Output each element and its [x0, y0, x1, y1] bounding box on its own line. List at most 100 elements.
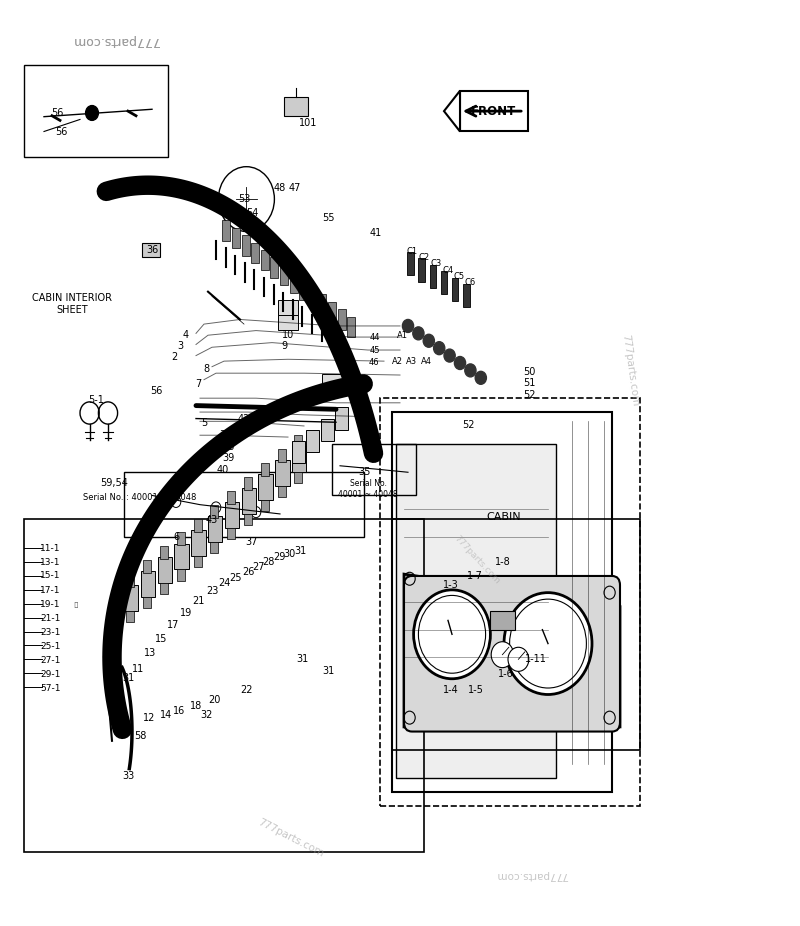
Text: 41: 41 — [370, 229, 382, 238]
Text: 57-1: 57-1 — [40, 683, 61, 693]
Text: 37: 37 — [219, 431, 232, 440]
Bar — [396, 444, 556, 778]
Text: 4: 4 — [182, 331, 189, 340]
Bar — [24, 519, 424, 852]
Text: 54: 54 — [246, 208, 258, 218]
Text: 52: 52 — [523, 391, 536, 400]
Text: 52: 52 — [462, 420, 474, 430]
Circle shape — [454, 357, 466, 369]
Bar — [227, 491, 235, 504]
Bar — [418, 258, 425, 282]
Text: 46: 46 — [369, 357, 380, 367]
Bar — [290, 272, 298, 293]
Text: 34: 34 — [362, 432, 374, 442]
Text: 59,54: 59,54 — [101, 479, 128, 488]
Text: 5-1: 5-1 — [88, 395, 104, 405]
Bar — [261, 500, 269, 511]
Bar — [392, 412, 612, 792]
Text: 1-4: 1-4 — [442, 685, 458, 694]
Bar — [407, 252, 414, 275]
Circle shape — [508, 647, 529, 671]
Bar — [270, 257, 278, 278]
Text: 28: 28 — [262, 557, 275, 567]
Bar — [191, 530, 206, 556]
Bar — [441, 271, 447, 294]
Bar — [261, 463, 269, 476]
Text: 25-1: 25-1 — [40, 642, 61, 651]
Text: 27: 27 — [252, 562, 265, 571]
Text: 31: 31 — [294, 546, 306, 556]
Text: A4: A4 — [421, 357, 432, 366]
Bar — [292, 441, 305, 463]
Bar — [210, 505, 218, 518]
Text: 50: 50 — [523, 368, 536, 377]
Bar — [242, 488, 256, 514]
Bar — [126, 611, 134, 622]
Text: 16: 16 — [173, 707, 186, 716]
Bar — [294, 435, 302, 448]
Bar — [280, 265, 288, 285]
Circle shape — [402, 319, 414, 332]
Text: 32: 32 — [200, 710, 213, 720]
Text: ▯: ▯ — [74, 600, 78, 609]
Bar — [430, 265, 436, 288]
Text: 3: 3 — [177, 342, 183, 351]
Polygon shape — [444, 91, 460, 131]
Text: 31: 31 — [122, 673, 134, 682]
Text: 777parts.com: 777parts.com — [452, 534, 502, 586]
Text: 55: 55 — [322, 213, 334, 222]
Circle shape — [504, 593, 592, 694]
Text: 777parts.com: 777parts.com — [256, 817, 325, 859]
Bar — [306, 430, 319, 452]
Bar — [244, 514, 252, 525]
Text: 26: 26 — [242, 568, 254, 577]
Text: 1: 1 — [265, 407, 271, 417]
Text: FRONT: FRONT — [471, 105, 516, 118]
Bar — [380, 398, 640, 806]
Text: 33: 33 — [122, 771, 134, 781]
Bar — [490, 611, 515, 630]
Text: 1-11: 1-11 — [525, 655, 547, 664]
Text: 13: 13 — [143, 648, 156, 657]
Text: 11-1: 11-1 — [40, 544, 61, 553]
Bar — [275, 460, 290, 486]
Text: 44: 44 — [369, 333, 380, 343]
Text: 7: 7 — [195, 380, 202, 389]
Text: 35: 35 — [358, 468, 371, 477]
Text: A2: A2 — [392, 357, 403, 366]
Bar — [278, 300, 298, 315]
Text: 101: 101 — [299, 119, 317, 128]
Bar — [321, 419, 334, 441]
Circle shape — [475, 371, 486, 384]
Bar — [177, 569, 185, 581]
Text: 19: 19 — [179, 608, 192, 618]
Bar — [242, 235, 250, 256]
Bar — [309, 287, 317, 307]
Bar — [227, 528, 235, 539]
Bar — [322, 374, 342, 389]
Text: 9-1: 9-1 — [324, 391, 340, 400]
Text: 17: 17 — [167, 620, 180, 630]
Text: 19-1: 19-1 — [40, 600, 61, 609]
FancyBboxPatch shape — [460, 91, 528, 131]
Bar — [328, 302, 336, 322]
Text: 15: 15 — [155, 634, 168, 644]
Bar — [160, 583, 168, 594]
Circle shape — [491, 642, 514, 668]
Text: 42: 42 — [238, 415, 250, 424]
Text: 39: 39 — [222, 454, 234, 463]
Text: 27-1: 27-1 — [40, 656, 61, 665]
Bar — [174, 544, 189, 569]
Text: 23: 23 — [206, 586, 218, 595]
Bar — [294, 472, 302, 483]
Text: 777parts.com: 777parts.com — [620, 333, 640, 407]
Text: 23-1: 23-1 — [40, 628, 61, 637]
Bar — [126, 574, 134, 587]
Bar — [278, 486, 286, 497]
Text: C2: C2 — [418, 253, 430, 262]
Bar — [225, 502, 239, 528]
Bar — [208, 516, 222, 542]
Text: 31: 31 — [296, 655, 309, 664]
Text: 1-5: 1-5 — [468, 685, 484, 694]
Text: 12: 12 — [143, 713, 156, 722]
